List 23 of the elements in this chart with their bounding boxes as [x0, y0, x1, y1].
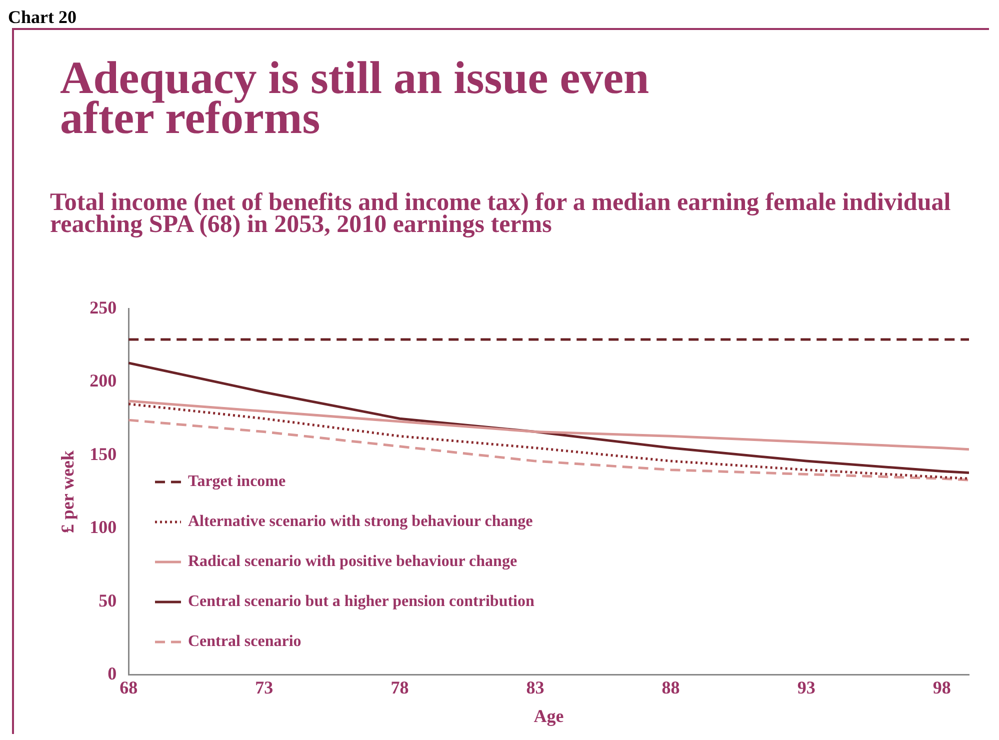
- x-tick-label: 73: [255, 677, 274, 698]
- y-tick-label: 100: [90, 517, 117, 538]
- caption: Chart 20: [8, 7, 76, 27]
- chart-subtitle: Total income (net of benefits and income tax) for a median earning female individual reaching SPA (68) in 2053, 2010 earnings terms: [50, 189, 952, 238]
- y-tick-label: 0: [108, 663, 117, 684]
- legend-label: Target income: [188, 473, 286, 491]
- x-axis-title: Age: [534, 706, 564, 726]
- legend-label: Radical scenario with positive behaviour change: [188, 553, 518, 571]
- x-tick-label: 78: [390, 677, 409, 698]
- x-tick-label: 88: [662, 677, 680, 698]
- y-tick-label: 200: [90, 370, 117, 391]
- chart-title: Adequacy is still an issue even after reforms: [60, 52, 650, 143]
- x-tick-label: 98: [932, 677, 951, 698]
- x-tick-label: 93: [797, 677, 816, 698]
- x-tick-label: 83: [526, 677, 544, 698]
- legend-label: Alternative scenario with strong behaviour change: [188, 513, 533, 531]
- y-axis-title: £ per week: [57, 450, 78, 534]
- x-tick-label: 68: [120, 677, 138, 698]
- y-tick-label: 150: [90, 444, 117, 464]
- legend-label: Central scenario but a higher pension contribution: [188, 593, 534, 611]
- legend-label: Central scenario: [188, 633, 302, 651]
- y-tick-label: 50: [98, 590, 117, 610]
- y-tick-label: 250: [90, 297, 117, 318]
